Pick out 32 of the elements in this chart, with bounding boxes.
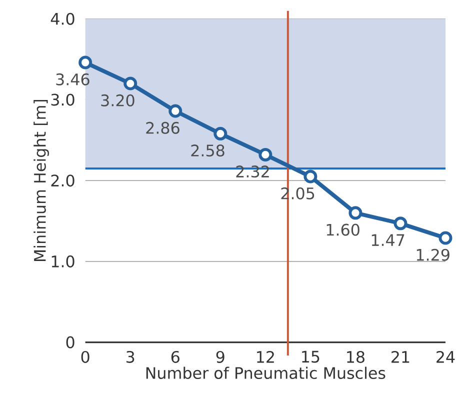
point: [304, 170, 318, 184]
data-label: 2.86: [146, 122, 180, 134]
point: [394, 216, 408, 230]
point: [78, 56, 92, 70]
y-tick-label: 0: [66, 336, 74, 348]
point: [124, 76, 138, 90]
x-tick-label: 9: [216, 351, 224, 364]
data-label: 3.46: [56, 73, 90, 86]
x-tick-label: 18: [347, 351, 364, 364]
y-axis-title: Minimum Height [m]: [34, 100, 49, 262]
point: [348, 206, 362, 220]
point: [168, 104, 182, 118]
point: [214, 127, 228, 140]
x-tick-label: 3: [126, 351, 134, 364]
x-tick-label: 24: [436, 351, 455, 363]
y-tick-label: 4.0: [50, 12, 74, 25]
point: [438, 231, 452, 245]
y-tick-label: 3.0: [51, 94, 74, 106]
data-label: 1.29: [416, 248, 450, 261]
data-label: 1.47: [372, 234, 404, 246]
x-tick-label: 0: [81, 351, 90, 364]
point: [258, 148, 272, 162]
y-tick-label: 2.0: [51, 174, 74, 187]
data-label: 2.58: [191, 144, 224, 157]
x-tick-label: 12: [257, 351, 274, 363]
y-tick-label: 1.0: [52, 256, 74, 268]
x-tick-label: 6: [171, 351, 180, 364]
data-label: 1.60: [326, 224, 360, 236]
data-label: 3.20: [101, 94, 134, 106]
x-tick-label: 15: [302, 351, 320, 363]
x-axis-title: Number of Pneumatic Muscles: [146, 366, 386, 380]
x-tick-label: 21: [392, 351, 410, 363]
